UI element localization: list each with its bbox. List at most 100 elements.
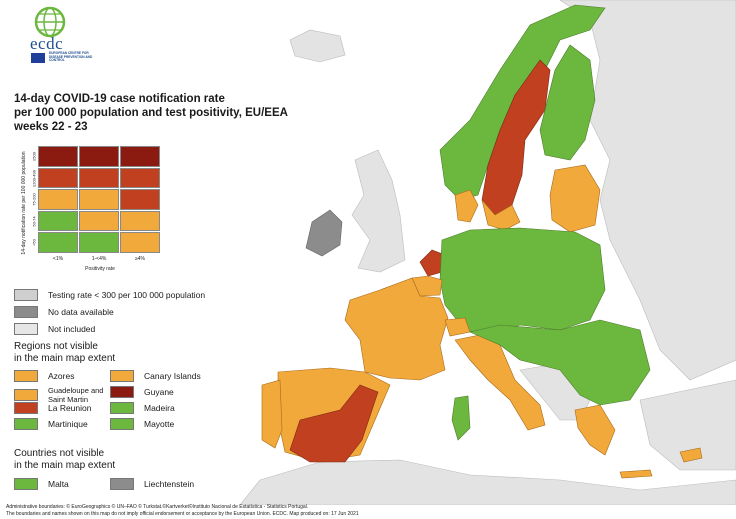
region-legend-label: La Reunion [48, 403, 92, 413]
region-legend-label: Martinique [48, 419, 88, 429]
countries-heading-line-1: Countries not visible [14, 448, 105, 459]
matrix-y-tick: 50-74 [31, 215, 37, 227]
greece-shape [574, 404, 616, 456]
central-europe-shape [439, 227, 606, 336]
country-legend-swatch [14, 478, 38, 490]
matrix-x-tick: ≥4% [135, 256, 145, 262]
region-legend-item: Martinique [14, 418, 88, 430]
sardinia-shape [451, 395, 471, 441]
region-legend-label: Guadeloupe and Saint Martin [48, 386, 104, 404]
iceland-land [289, 29, 346, 63]
map-title: 14-day COVID-19 case notification rate p… [14, 92, 314, 134]
matrix-cell [38, 189, 78, 210]
legend-not-included-label: Not included [48, 324, 96, 334]
matrix-cell [120, 189, 160, 210]
map-title-line-3: weeks 22 - 23 [14, 121, 88, 133]
matrix-x-tick: 1-<4% [91, 256, 107, 262]
region-legend-label: Mayotte [144, 419, 175, 429]
country-legend-label: Malta [48, 479, 69, 489]
north-africa-land [239, 459, 736, 505]
matrix-cell [120, 167, 160, 188]
matrix-cell [38, 210, 78, 231]
region-legend-item: Canary Islands [110, 370, 201, 382]
ecdc-logo [16, 4, 96, 68]
denmark-shape [454, 189, 479, 223]
matrix-cell [120, 210, 160, 231]
countries-heading-line-2: in the main map extent [14, 460, 116, 471]
region-legend-item: Guadeloupe and Saint Martin [14, 386, 110, 404]
region-legend-swatch [14, 370, 38, 382]
region-legend-swatch [110, 370, 134, 382]
matrix-cell [38, 146, 78, 167]
legend-matrix [38, 146, 161, 255]
map-title-line-1: 14-day COVID-19 case notification rate [14, 93, 225, 105]
matrix-cell [120, 232, 160, 253]
regions-heading-line-1: Regions not visible [14, 341, 98, 352]
baltics-shape [549, 164, 601, 233]
ireland-shape [305, 209, 343, 257]
region-legend-item: Azores [14, 370, 74, 382]
region-legend-swatch [14, 389, 38, 401]
legend-testing-rate-swatch [14, 289, 38, 301]
portugal-shape [261, 379, 283, 449]
ecdc-logo-text: ecdc [30, 34, 64, 53]
ecdc-logo-subtitle: EUROPEAN CENTRE FOR DISEASE PREVENTION A… [49, 51, 93, 63]
region-legend-label: Madeira [144, 403, 175, 413]
footer-line-1: Administrative boundaries: © EuroGeograp… [6, 504, 309, 510]
legend-testing-rate-label: Testing rate < 300 per 100 000 populatio… [48, 290, 206, 300]
legend-not-included: Not included [14, 323, 95, 335]
region-legend-item: Madeira [110, 402, 175, 414]
region-legend-item: Guyane [110, 386, 174, 398]
matrix-x-axis-label: Positivity rate [85, 266, 115, 272]
footer-notes: Administrative boundaries: © EuroGeograp… [6, 504, 736, 517]
country-legend-item: Malta [14, 478, 69, 490]
matrix-x-tick: <1% [52, 256, 64, 262]
sweden-shape [481, 59, 551, 216]
matrix-cell [120, 146, 160, 167]
region-legend-swatch [110, 418, 134, 430]
sweden-south-shape [481, 199, 521, 231]
france-shape [344, 277, 449, 381]
switzerland-shape [444, 317, 471, 337]
matrix-cell [79, 232, 119, 253]
region-legend-item: Mayotte [110, 418, 174, 430]
matrix-cell [79, 146, 119, 167]
footer-line-2: The boundaries and names shown on this m… [6, 510, 359, 517]
region-legend-swatch [14, 418, 38, 430]
crete-shape [619, 469, 653, 479]
country-legend-item: Liechtenstein [110, 478, 194, 490]
turkey-land [639, 379, 736, 471]
region-legend-label: Azores [48, 371, 75, 381]
eu-flag-icon [31, 53, 45, 63]
matrix-y-tick: ≥500 [31, 152, 37, 161]
uk-land [351, 149, 406, 273]
europe-map [239, 0, 736, 505]
map-title-line-2: per 100 000 population and test positivi… [14, 107, 288, 119]
matrix-cell [38, 167, 78, 188]
legend-no-data: No data available [14, 306, 114, 318]
matrix-y-tick: 75-200 [31, 193, 37, 206]
legend-no-data-swatch [14, 306, 38, 318]
legend-not-included-swatch [14, 323, 38, 335]
country-legend-swatch [110, 478, 134, 490]
region-legend-item: La Reunion [14, 402, 91, 414]
regions-heading: Regions not visible in the main map exte… [14, 341, 115, 365]
region-legend-swatch [110, 386, 134, 398]
region-legend-label: Canary Islands [144, 371, 201, 381]
matrix-cell [79, 189, 119, 210]
region-legend-swatch [110, 402, 134, 414]
matrix-cell [79, 167, 119, 188]
region-legend-label: Guyane [144, 387, 174, 397]
cyprus-shape [679, 447, 703, 463]
finland-shape [539, 44, 596, 161]
matrix-y-tick: ≥200-499 [31, 169, 37, 187]
legend-no-data-label: No data available [48, 307, 114, 317]
matrix-cell [38, 232, 78, 253]
region-legend-swatch [14, 402, 38, 414]
matrix-cell [79, 210, 119, 231]
austria-hungary-shape [469, 319, 651, 406]
spain-south-shape [289, 384, 379, 463]
globe-icon [34, 6, 66, 38]
legend-testing-rate: Testing rate < 300 per 100 000 populatio… [14, 289, 205, 301]
russia-land [559, 0, 736, 381]
